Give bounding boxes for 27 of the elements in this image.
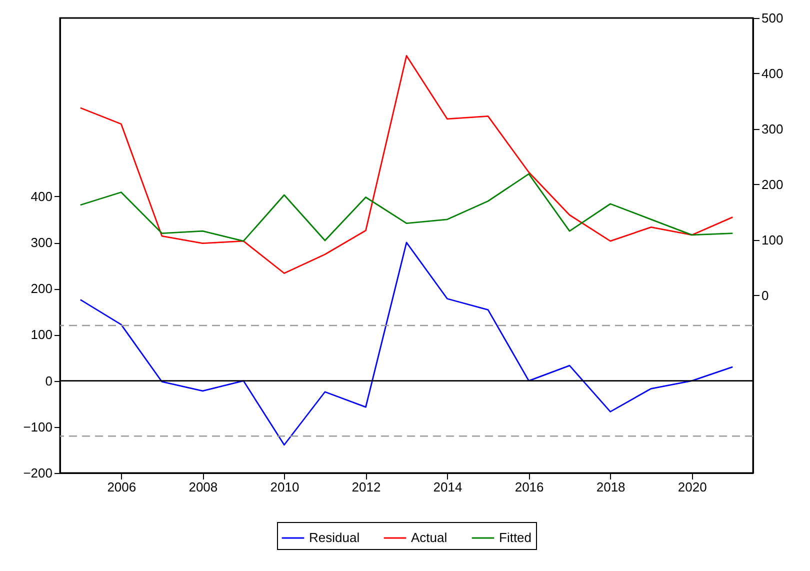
x-tick-label: 2020 [678, 480, 707, 494]
x-tick-label: 2016 [514, 480, 544, 494]
y2-tick-label: 100 [762, 232, 784, 248]
y2-tick-label: 500 [762, 10, 784, 26]
legend-label: Residual [309, 530, 360, 545]
x-tick-label: 2014 [433, 480, 462, 494]
y-tick-label: 300 [30, 235, 52, 250]
y-tick-label: 100 [30, 327, 52, 342]
y2-tick-label: 300 [762, 121, 784, 136]
x-tick-label: 2006 [107, 480, 136, 494]
line-series [80, 55, 734, 274]
line-series [80, 173, 734, 242]
legend-label: Actual [411, 530, 448, 545]
line-series [80, 242, 734, 446]
y2-tick-label: 200 [762, 176, 784, 192]
y2-tick-label: 0 [762, 288, 769, 303]
x-tick-label: 2008 [188, 480, 218, 494]
y-tick-label: −200 [23, 466, 52, 480]
legend-label: Fitted [499, 530, 532, 545]
x-tick-label: 2018 [596, 480, 626, 494]
y-tick-label: 400 [30, 188, 52, 204]
x-tick-label: 2012 [352, 480, 381, 494]
y-tick-label: 0 [45, 373, 52, 388]
y-tick-label: 200 [30, 281, 52, 296]
y2-tick-label: 400 [762, 66, 784, 81]
x-tick-label: 2010 [270, 480, 300, 494]
y-tick-label: −100 [23, 419, 52, 434]
